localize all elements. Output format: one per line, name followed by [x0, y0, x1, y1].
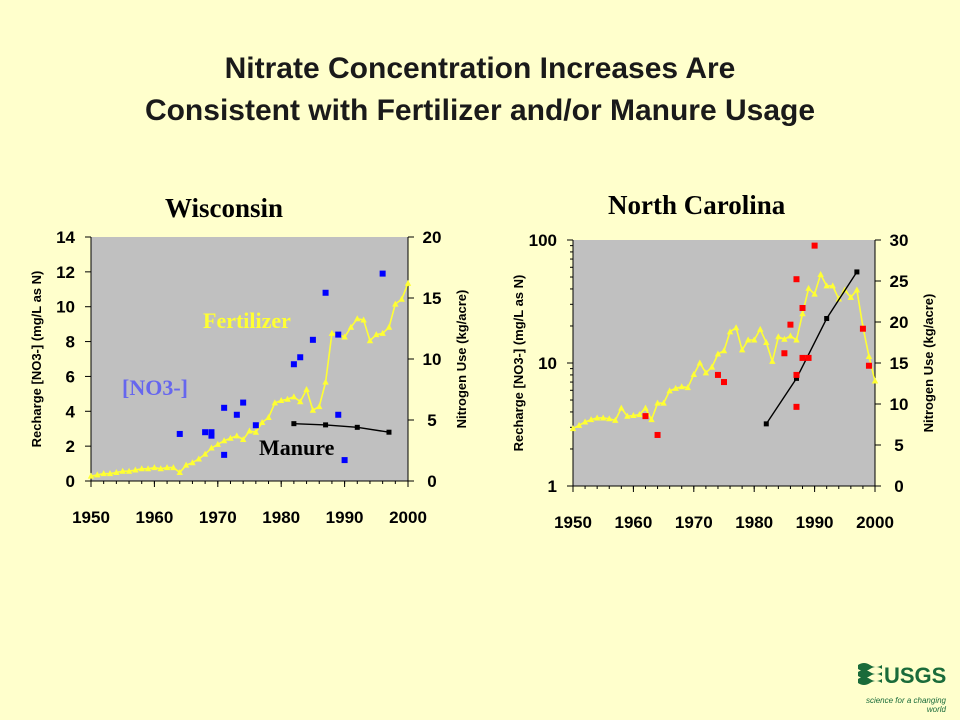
- wisconsin-manure-annotation: Manure: [259, 435, 335, 460]
- wisconsin-y2-tick-label: 15: [423, 289, 442, 308]
- north-carolina-y-tick-label: 10: [538, 354, 557, 373]
- usgs-wave-logo-icon: USGS: [856, 659, 946, 693]
- north-carolina-x-tick-label: 1990: [796, 513, 834, 532]
- charts-canvas: 1950 1960 1970 1980 1990 20000246810121405101…: [0, 0, 960, 720]
- wisconsin-no3-point: [297, 354, 303, 360]
- wisconsin-y2-axis-label: Nitrogen Use (kg/acre): [454, 290, 469, 429]
- wisconsin-x-tick-label: 2000: [389, 508, 427, 527]
- north-carolina-no3-point: [793, 404, 799, 410]
- wisconsin-x-tick-label: 1980: [262, 508, 300, 527]
- north-carolina-x-tick-label: 1960: [614, 513, 652, 532]
- north-carolina-y-tick-label: 100: [529, 231, 557, 250]
- north-carolina-no3-point: [715, 372, 721, 378]
- north-carolina-manure-point: [854, 269, 859, 274]
- north-carolina-no3-point: [812, 243, 818, 249]
- north-carolina-y2-tick-label: 30: [890, 231, 909, 250]
- north-carolina-no3-point: [781, 350, 787, 356]
- north-carolina-no3-point: [655, 432, 661, 438]
- usgs-logo-text: USGS: [884, 663, 946, 688]
- wisconsin-x-tick-label: 1990: [326, 508, 364, 527]
- wisconsin-no3-point: [253, 422, 259, 428]
- north-carolina-no3-point: [721, 379, 727, 385]
- wisconsin-no3-point: [291, 361, 297, 367]
- wisconsin-no3-point: [240, 400, 246, 406]
- wisconsin-no3-point: [335, 332, 341, 338]
- north-carolina-y2-tick-label: 5: [894, 436, 903, 455]
- wisconsin-no3-point: [202, 429, 208, 435]
- north-carolina-x-tick-label: 1980: [735, 513, 773, 532]
- north-carolina-y2-tick-label: 20: [890, 313, 909, 332]
- wisconsin-y2-tick-label: 20: [423, 228, 442, 247]
- wisconsin-no3-point: [323, 290, 329, 296]
- wisconsin-manure-point: [291, 421, 296, 426]
- north-carolina-no3-point: [866, 363, 872, 369]
- wisconsin-x-tick-label: 1970: [199, 508, 237, 527]
- north-carolina-no3-point: [793, 372, 799, 378]
- north-carolina-y-axis-label: Recharge [NO3-] (mg/L as N): [511, 275, 526, 452]
- north-carolina-x-tick-label: 2000: [856, 513, 894, 532]
- north-carolina-no3-point: [793, 276, 799, 282]
- wisconsin-y-tick-label: 6: [66, 367, 75, 386]
- wisconsin-y-tick-label: 8: [66, 333, 75, 352]
- wisconsin-y2-tick-label: 0: [427, 472, 436, 491]
- north-carolina-manure-point: [764, 421, 769, 426]
- north-carolina-no3-point: [642, 413, 648, 419]
- wisconsin-no3-point: [342, 457, 348, 463]
- north-carolina-y2-tick-label: 15: [890, 354, 909, 373]
- north-carolina-y-tick-label: 1: [548, 477, 557, 496]
- wisconsin-manure-point: [323, 422, 328, 427]
- wisconsin-manure-point: [386, 430, 391, 435]
- wisconsin-y-axis-label: Recharge [NO3-] (mg/L as N): [29, 271, 44, 448]
- wisconsin-y-tick-label: 10: [56, 298, 75, 317]
- north-carolina-x-tick-label: 1970: [675, 513, 713, 532]
- usgs-logo: USGS science for a changing world: [856, 659, 946, 714]
- north-carolina-no3-point: [800, 305, 806, 311]
- wisconsin-no3-point: [380, 271, 386, 277]
- wisconsin-no3-annotation: [NO3-]: [122, 375, 188, 400]
- wisconsin-x-tick-label: 1960: [135, 508, 173, 527]
- north-carolina-y2-tick-label: 10: [890, 395, 909, 414]
- wisconsin-fertilizer-annotation: Fertilizer: [203, 308, 291, 333]
- north-carolina-y2-tick-label: 0: [894, 477, 903, 496]
- wisconsin-y-tick-label: 12: [56, 263, 75, 282]
- north-carolina-plot-area: [573, 240, 875, 486]
- wisconsin-no3-point: [310, 337, 316, 343]
- wisconsin-y2-tick-label: 5: [427, 411, 436, 430]
- wisconsin-y-tick-label: 0: [66, 472, 75, 491]
- north-carolina-no3-point: [860, 326, 866, 332]
- wisconsin-no3-point: [208, 429, 214, 435]
- north-carolina-x-tick-label: 1950: [554, 513, 592, 532]
- wisconsin-y-tick-label: 4: [66, 402, 76, 421]
- wisconsin-no3-point: [221, 452, 227, 458]
- north-carolina-y2-tick-label: 25: [890, 272, 909, 291]
- wisconsin-y2-tick-label: 10: [423, 350, 442, 369]
- wisconsin-no3-point: [234, 412, 240, 418]
- usgs-tagline: science for a changing world: [856, 696, 946, 714]
- north-carolina-no3-point: [787, 322, 793, 328]
- wisconsin-x-tick-label: 1950: [72, 508, 110, 527]
- wisconsin-manure-point: [355, 425, 360, 430]
- wisconsin-no3-point: [177, 431, 183, 437]
- north-carolina-manure-point: [824, 316, 829, 321]
- north-carolina-no3-point: [806, 355, 812, 361]
- wisconsin-y-tick-label: 14: [56, 228, 75, 247]
- north-carolina-no3-point: [800, 355, 806, 361]
- wisconsin-y-tick-label: 2: [66, 437, 75, 456]
- wisconsin-no3-point: [335, 412, 341, 418]
- wisconsin-plot-area: [91, 237, 408, 481]
- north-carolina-y2-axis-label: Nitrogen Use (kg/acre): [921, 294, 936, 433]
- wisconsin-no3-point: [221, 405, 227, 411]
